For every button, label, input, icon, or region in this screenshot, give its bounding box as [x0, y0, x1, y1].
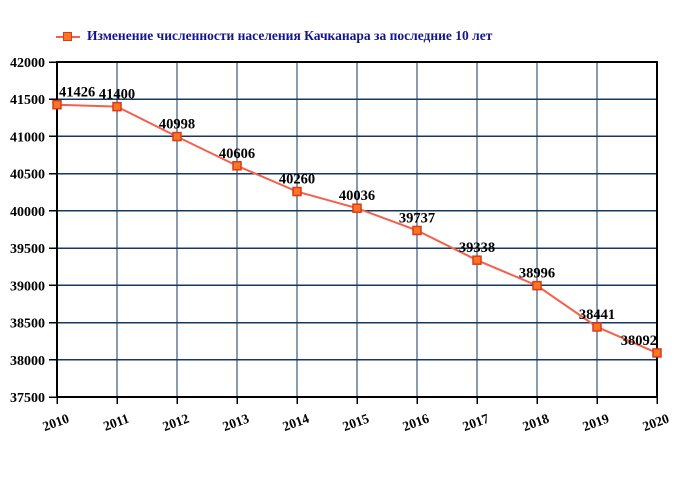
- svg-text:2016: 2016: [401, 411, 432, 434]
- data-point-marker: [472, 255, 482, 265]
- svg-text:2011: 2011: [101, 411, 131, 434]
- svg-text:39500: 39500: [10, 242, 45, 257]
- chart-legend: Изменение численности населения Качканар…: [56, 28, 492, 44]
- svg-text:41500: 41500: [10, 93, 45, 108]
- svg-text:38500: 38500: [10, 317, 45, 332]
- legend-square-icon: [63, 31, 72, 41]
- svg-text:40500: 40500: [10, 168, 45, 183]
- data-point-marker: [52, 99, 62, 110]
- svg-text:2014: 2014: [281, 411, 312, 434]
- svg-text:39000: 39000: [10, 279, 45, 294]
- x-axis-labels: 2010 2011 2012 2013 2014 2015 2016 2017 2018 2019…: [41, 411, 672, 434]
- data-point-label: 40998: [159, 117, 195, 133]
- data-point-marker: [292, 186, 302, 197]
- data-point-label: 41426: [59, 85, 95, 101]
- svg-text:2017: 2017: [461, 411, 492, 434]
- data-point-label: 40606: [219, 146, 255, 162]
- data-point-labels: 41426 41400 40998 40606 40260 40036 39737 39338…: [59, 85, 657, 349]
- svg-text:41000: 41000: [10, 130, 45, 145]
- data-point-marker: [592, 322, 602, 332]
- data-point-label: 38996: [519, 266, 555, 282]
- svg-text:38000: 38000: [10, 354, 45, 369]
- data-point-label: 39737: [399, 210, 435, 226]
- data-point-label: 41400: [99, 87, 135, 103]
- legend-line-marker-icon: [56, 31, 80, 41]
- data-point-marker: [652, 348, 662, 358]
- data-point-label: 40260: [279, 172, 315, 188]
- data-point-marker: [352, 203, 362, 213]
- svg-text:37500: 37500: [10, 391, 45, 406]
- data-point-marker: [412, 225, 422, 236]
- data-point-marker: [532, 280, 542, 291]
- svg-text:42000: 42000: [10, 56, 45, 71]
- data-point-label: 39338: [459, 240, 495, 256]
- svg-text:2015: 2015: [341, 411, 372, 434]
- data-point-marker: [112, 101, 122, 112]
- svg-text:2019: 2019: [581, 411, 612, 434]
- svg-text:2018: 2018: [521, 411, 552, 434]
- data-point-markers: [52, 99, 662, 358]
- svg-text:40000: 40000: [10, 205, 45, 220]
- data-point-label: 40036: [339, 188, 375, 204]
- svg-text:2013: 2013: [221, 411, 252, 434]
- y-axis-labels: 37500 38000 38500 39000 39500 40000 40500 41000…: [10, 56, 45, 406]
- svg-text:2020: 2020: [641, 411, 672, 434]
- gridlines: [57, 62, 657, 397]
- data-point-label: 38092: [621, 333, 657, 349]
- axis-ticks: [49, 61, 658, 404]
- legend-label: Изменение численности населения Качканар…: [87, 28, 493, 43]
- data-point-marker: [232, 161, 242, 171]
- data-point-marker: [172, 131, 182, 142]
- svg-text:2012: 2012: [161, 411, 192, 434]
- data-point-label: 38441: [579, 307, 615, 323]
- svg-text:2010: 2010: [41, 411, 72, 434]
